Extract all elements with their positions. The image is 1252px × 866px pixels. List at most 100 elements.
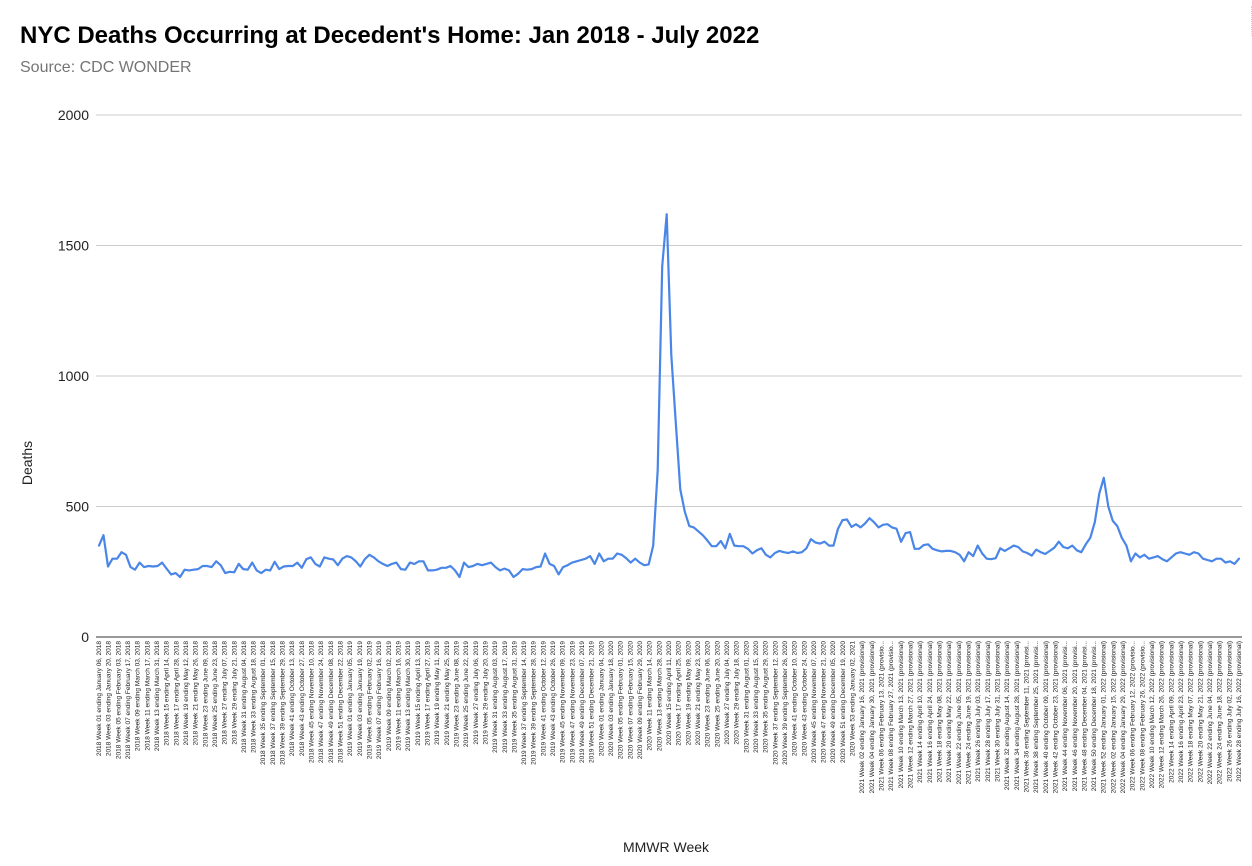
x-tick-label: 2018 Week 31 ending August 04, 2018 — [241, 641, 248, 753]
x-tick-label: 2020 Week 17 ending April 25, 2020 — [676, 641, 683, 746]
x-tick-label: 2020 Week 27 ending July 04, 2020 — [724, 641, 731, 745]
chart-title: NYC Deaths Occurring at Decedent's Home:… — [20, 22, 760, 49]
x-tick-label: 2021 Week 18 ending May 08, 2021 (provis… — [937, 641, 944, 783]
x-tick-label: 2021 Week 30 ending July 31, 2021 (provi… — [995, 641, 1002, 782]
x-tick-label: 2020 Week 29 ending July 18, 2020 — [734, 641, 741, 745]
x-tick-label: 2022 Week 02 ending January 15, 2022 (pr… — [1110, 641, 1117, 793]
x-tick-label: 2019 Week 45 ending November 09, 2019 — [560, 641, 567, 763]
x-tick-label: 2019 Week 21 ending May 25, 2019 — [444, 641, 451, 746]
x-tick-label: 2021 Week 44 ending November 06, 2021 (p… — [1062, 641, 1069, 791]
x-tick-label: 2018 Week 29 ending July 21, 2018 — [231, 641, 238, 745]
x-tick-label: 2020 Week 03 ending January 18, 2020 — [608, 641, 615, 757]
x-tick-label: 2021 Week 06 ending February 13, 2021 (p… — [879, 641, 886, 791]
x-tick-label: 2021 Week 46 ending November 20, 2021 (p… — [1072, 641, 1079, 791]
x-tick-label: 2019 Week 41 ending October 12, 2019 — [540, 641, 547, 757]
x-tick-label: 2019 Week 15 ending April 13, 2019 — [415, 641, 422, 746]
x-tick-label: 2020 Week 49 ending December 05, 2020 — [830, 641, 837, 763]
x-tick-label: 2019 Week 47 ending November 23, 2019 — [569, 641, 576, 763]
x-tick-label: 2019 Week 29 ending July 20, 2019 — [482, 641, 489, 745]
x-tick-label: 2021 Week 50 ending December 18, 2021 (p… — [1091, 641, 1098, 791]
chart-subtitle: Source: CDC WONDER — [20, 59, 192, 76]
x-tick-label: 2018 Week 23 ending June 09, 2018 — [202, 641, 209, 748]
x-tick-label: 2018 Week 47 ending November 24, 2018 — [318, 641, 325, 763]
y-tick-label: 2000 — [58, 107, 89, 123]
x-tick-label: 2022 Week 12 ending March 26, 2022 (prov… — [1159, 641, 1166, 788]
x-tick-label: 2020 Week 41 ending October 10, 2020 — [792, 641, 799, 757]
x-tick-label: 2021 Week 12 ending March 27, 2021 (prov… — [908, 641, 915, 788]
x-tick-label: 2020 Week 23 ending June 06, 2020 — [705, 641, 712, 748]
x-tick-label: 2020 Week 53 ending January 02, 2021 — [850, 641, 857, 757]
x-tick-label: 2021 Week 14 ending April 10, 2021 (prov… — [917, 641, 924, 783]
x-tick-label: 2018 Week 27 ending July 07, 2018 — [222, 641, 229, 745]
x-tick-label: 2022 Week 24 ending June 18, 2022 (provi… — [1217, 641, 1224, 784]
x-tick-label: 2019 Week 11 ending March 16, 2019 — [396, 641, 403, 751]
x-tick-label: 2018 Week 41 ending October 13, 2018 — [289, 641, 296, 757]
x-tick-label: 2019 Week 49 ending December 07, 2019 — [579, 641, 586, 763]
x-tick-label: 2021 Week 10 ending March 13, 2021 (prov… — [898, 641, 905, 788]
series-line — [97, 213, 1241, 579]
x-tick-label: 2018 Week 25 ending June 23, 2018 — [212, 641, 219, 748]
x-tick-label: 2019 Week 43 ending October 26, 2019 — [550, 641, 557, 757]
x-tick-label: 2020 Week 43 ending October 24, 2020 — [801, 641, 808, 757]
x-tick-label: 2018 Week 51 ending December 22, 2018 — [338, 641, 345, 763]
series-group — [97, 213, 1241, 579]
x-tick-label: 2019 Week 05 ending February 02, 2019 — [367, 641, 374, 759]
x-axis-ticks: 2018 Week 01 ending January 06, 2018 2018… — [96, 641, 1243, 794]
x-tick-label: 2020 Week 09 ending February 29, 2020 — [637, 641, 644, 759]
x-tick-label: 2019 Week 35 ending August 31, 2019 — [511, 641, 518, 753]
x-tick-label: 2018 Week 19 ending May 12, 2018 — [183, 641, 190, 746]
x-tick-label: 2021 Week 36 ending September 11, 2021 (… — [1024, 641, 1031, 793]
x-tick-label: 2020 Week 33 ending August 15, 2020 — [753, 641, 760, 753]
x-tick-label: 2018 Week 37 ending September 15, 2018 — [270, 641, 277, 765]
x-tick-label: 2018 Week 39 ending September 29, 2018 — [280, 641, 287, 765]
x-tick-label: 2021 Week 38 ending September 25, 2021 (… — [1033, 641, 1040, 793]
x-tick-label: 2019 Week 37 ending September 14, 2019 — [521, 641, 528, 765]
x-tick-label: 2019 Week 13 ending March 30, 2019 — [405, 641, 412, 751]
y-tick-label: 0 — [81, 629, 89, 645]
x-tick-label: 2021 Week 32 ending August 14, 2021 (pro… — [1004, 641, 1011, 790]
x-tick-label: 2018 Week 03 ending January 20, 2018 — [106, 641, 113, 757]
x-tick-label: 2021 Week 20 ending May 22, 2021 (provis… — [946, 641, 953, 783]
x-tick-label: 2018 Week 05 ending February 03, 2018 — [115, 641, 122, 759]
x-axis-title: MMWR Week — [623, 839, 710, 855]
x-tick-label: 2019 Week 27 ending July 06, 2019 — [473, 641, 480, 745]
x-tick-label: 2021 Week 16 ending April 24, 2021 (prov… — [927, 641, 934, 783]
x-tick-label: 2022 Week 22 ending June 04, 2022 (provi… — [1207, 641, 1214, 784]
gridlines — [96, 114, 1242, 638]
x-tick-label: 2022 Week 18 ending May 07, 2022 (provis… — [1188, 641, 1195, 783]
x-tick-label: 2022 Week 08 ending February 26, 2022 (p… — [1139, 641, 1146, 791]
x-tick-label: 2020 Week 05 ending February 01, 2020 — [618, 641, 625, 759]
x-tick-label: 2018 Week 45 ending November 10, 2018 — [309, 641, 316, 763]
x-tick-label: 2020 Week 13 ending March 28, 2020 — [656, 641, 663, 751]
x-tick-label: 2020 Week 51 ending December 19, 2020 — [840, 641, 847, 763]
x-tick-label: 2020 Week 35 ending August 29, 2020 — [763, 641, 770, 753]
x-tick-label: 2018 Week 13 ending March 31, 2018 — [154, 641, 161, 751]
x-tick-label: 2020 Week 45 ending November 07, 2020 — [811, 641, 818, 763]
x-tick-label: 2021 Week 52 ending January 01, 2022 (pr… — [1101, 641, 1108, 793]
x-tick-label: 2021 Week 34 ending August 28, 2021 (pro… — [1014, 641, 1021, 790]
x-tick-label: 2019 Week 03 ending January 19, 2019 — [357, 641, 364, 757]
x-tick-label: 2022 Week 04 ending January 29, 2022 (pr… — [1120, 641, 1127, 793]
x-tick-label: 2022 Week 06 ending February 12, 2022 (p… — [1130, 641, 1137, 791]
x-tick-label: 2021 Week 24 ending June 19, 2021 (provi… — [966, 641, 973, 784]
x-tick-label: 2019 Week 33 ending August 17, 2019 — [502, 641, 509, 753]
x-tick-label: 2019 Week 23 ending June 08, 2019 — [454, 641, 461, 748]
x-tick-label: 2022 Week 16 ending April 23, 2022 (prov… — [1178, 641, 1185, 783]
x-tick-label: 2020 Week 19 ending May 09, 2020 — [685, 641, 692, 746]
x-tick-label: 2020 Week 07 ending February 15, 2020 — [627, 641, 634, 759]
x-tick-label: 2018 Week 49 ending December 08, 2018 — [328, 641, 335, 763]
x-tick-label: 2021 Week 28 ending July 17, 2021 (provi… — [985, 641, 992, 782]
x-tick-label: 2022 Week 28 ending July 16, 2022 (provi… — [1236, 641, 1243, 782]
x-tick-label: 2020 Week 21 ending May 23, 2020 — [695, 641, 702, 746]
x-tick-label: 2020 Week 15 ending April 11, 2020 — [666, 641, 673, 746]
x-tick-label: 2020 Week 25 ending June 20, 2020 — [714, 641, 721, 748]
x-tick-label: 2021 Week 08 ending February 27, 2021 (p… — [888, 641, 895, 791]
x-tick-label: 2021 Week 22 ending June 05, 2021 (provi… — [956, 641, 963, 784]
y-tick-label: 500 — [66, 499, 90, 515]
x-tick-label: 2019 Week 39 ending September 28, 2019 — [531, 641, 538, 765]
y-tick-label: 1500 — [58, 238, 89, 254]
y-axis-title: Deaths — [19, 441, 35, 485]
x-tick-label: 2018 Week 11 ending March 17, 2018 — [144, 641, 151, 751]
x-tick-label: 2021 Week 02 ending January 16, 2021 (pr… — [859, 641, 866, 793]
